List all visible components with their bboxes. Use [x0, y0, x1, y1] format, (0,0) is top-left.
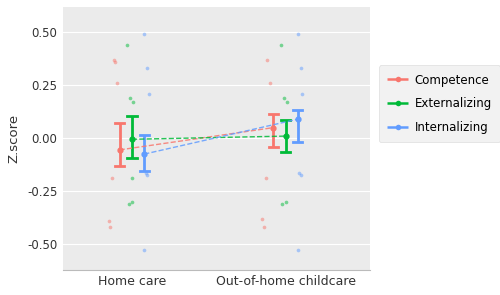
Point	[105, 218, 113, 223]
Point	[263, 58, 271, 62]
Point	[125, 201, 133, 206]
Point	[296, 171, 304, 176]
Point	[130, 100, 138, 105]
Legend: Competence, Externalizing, Internalizing: Competence, Externalizing, Internalizing	[379, 65, 500, 142]
Point	[128, 176, 136, 181]
Point	[258, 216, 266, 221]
Point	[282, 199, 290, 204]
Point	[297, 173, 305, 178]
Point	[111, 60, 119, 64]
Point	[110, 58, 118, 62]
Point	[106, 225, 114, 230]
Point	[128, 199, 136, 204]
Point	[126, 96, 134, 100]
Point	[277, 43, 285, 47]
Point	[266, 81, 274, 86]
Point	[112, 81, 120, 86]
Point	[278, 201, 286, 206]
Point	[142, 171, 150, 176]
Point	[144, 66, 152, 71]
Point	[124, 43, 132, 47]
Point	[280, 96, 288, 100]
Point	[144, 173, 152, 178]
Point	[140, 248, 148, 253]
Point	[297, 66, 305, 71]
Point	[140, 32, 148, 37]
Point	[145, 91, 153, 96]
Y-axis label: Z.score: Z.score	[7, 114, 20, 163]
Point	[108, 176, 116, 181]
Point	[294, 248, 302, 253]
Point	[298, 91, 306, 96]
Point	[260, 225, 268, 230]
Point	[294, 32, 302, 37]
Point	[262, 176, 270, 181]
Point	[283, 100, 291, 105]
